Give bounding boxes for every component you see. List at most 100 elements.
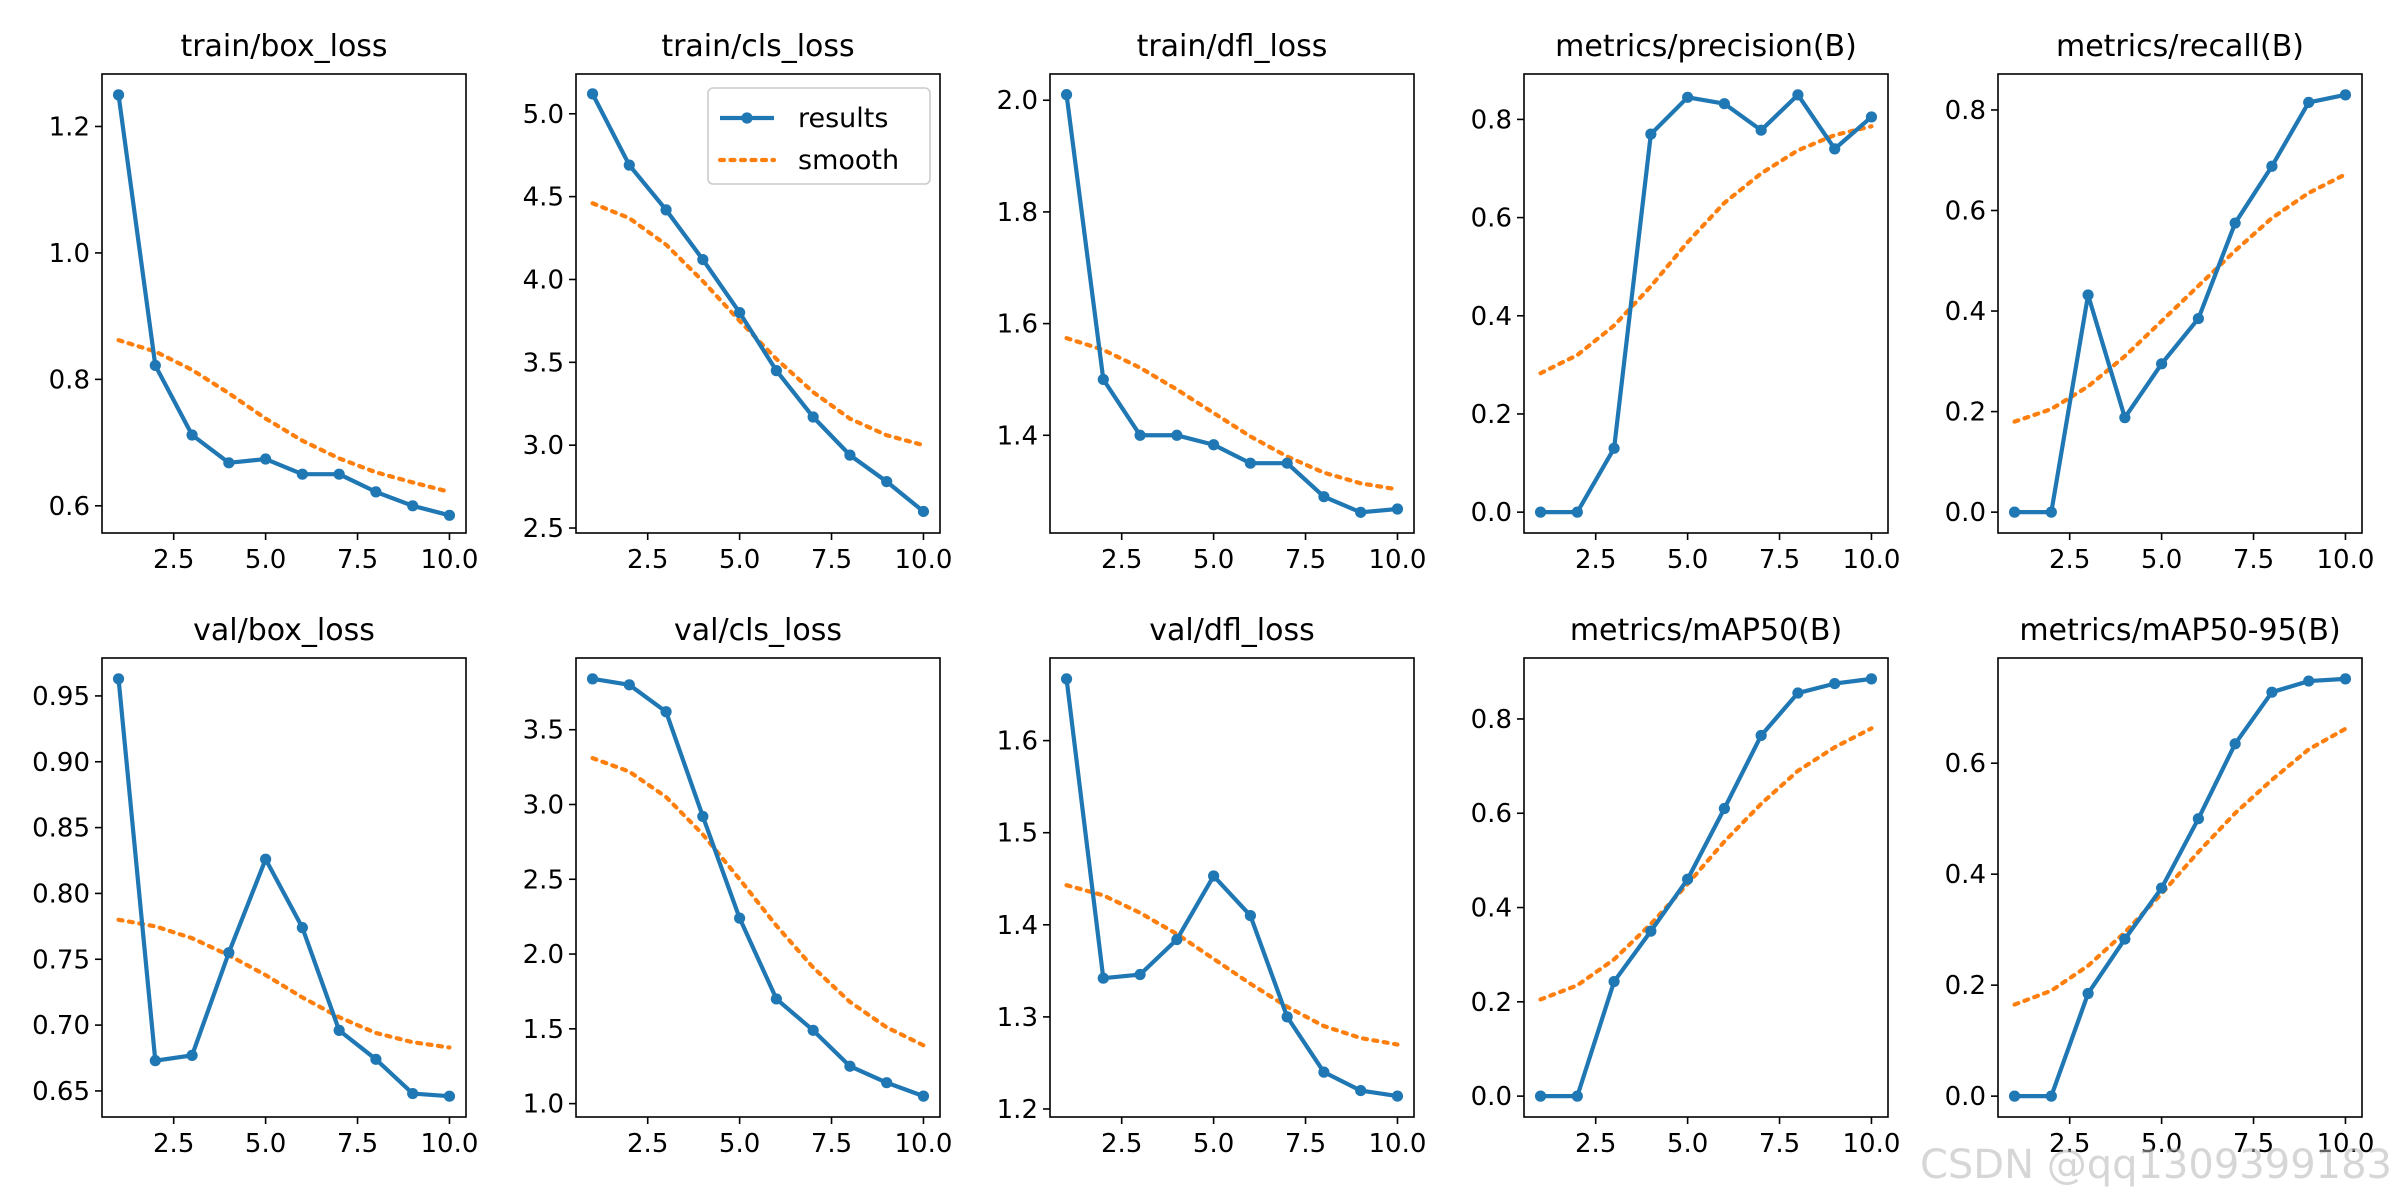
y-tick-label: 0.6	[1945, 196, 1986, 226]
results-point	[660, 706, 672, 718]
results-point	[1318, 1066, 1330, 1078]
subplot-title: metrics/mAP50(B)	[1570, 613, 1842, 648]
y-tick-label: 1.2	[49, 112, 90, 142]
y-tick-label: 0.2	[1471, 988, 1512, 1018]
results-line	[2012, 92, 2348, 515]
y-tick-label: 0.2	[1945, 398, 1986, 428]
y-tick-label: 4.0	[523, 265, 564, 295]
x-tick-label: 2.5	[1575, 1129, 1616, 1159]
x-tick-label: 2.5	[1575, 545, 1616, 575]
x-tick-label: 10.0	[421, 1129, 479, 1159]
x-tick-label: 7.5	[811, 545, 852, 575]
results-point	[2119, 933, 2131, 945]
y-tick-label: 0.8	[49, 365, 90, 395]
x-tick-label: 5.0	[719, 545, 760, 575]
subplot-9: metrics/mAP50(B) 2.5 5.0 7.5 10.0 0.0 0.2 0.4 0.…	[1471, 613, 1901, 1159]
results-line	[116, 92, 452, 518]
results-point	[443, 1090, 456, 1102]
results-point	[1571, 1090, 1583, 1102]
results-point	[660, 204, 672, 216]
results-point	[1829, 678, 1841, 690]
results-line	[590, 91, 926, 514]
y-tick-label: 2.0	[523, 940, 564, 970]
y-tick-label: 3.0	[523, 790, 564, 820]
results-point	[443, 509, 456, 521]
results-point	[1097, 972, 1109, 984]
results-point	[2008, 1090, 2021, 1102]
y-tick-label: 1.4	[997, 421, 1038, 451]
results-point	[1792, 687, 1804, 699]
results-point	[623, 679, 635, 691]
x-tick-label: 10.0	[1843, 1129, 1901, 1159]
subplot-2: train/cls_loss 2.5 5.0 7.5 10.0 2.5 3.0 3.5 4.0 4…	[523, 29, 953, 575]
results-point	[112, 673, 125, 685]
y-tick-label: 2.5	[523, 865, 564, 895]
results-point	[149, 359, 161, 372]
results-point	[807, 1024, 819, 1036]
results-point	[2229, 738, 2241, 750]
subplot-title: metrics/precision(B)	[1555, 29, 1857, 64]
x-tick-label: 10.0	[1843, 545, 1901, 575]
y-tick-label: 0.4	[1471, 894, 1512, 924]
x-tick-label: 7.5	[1285, 545, 1326, 575]
smooth-line	[1064, 336, 1400, 492]
results-point	[1718, 802, 1730, 815]
results-point	[844, 449, 856, 461]
results-point	[1718, 98, 1730, 110]
results-point	[260, 453, 272, 465]
smooth-line	[116, 338, 452, 494]
subplot-title: val/cls_loss	[674, 613, 842, 648]
results-point	[1534, 1090, 1547, 1102]
results-point	[623, 159, 635, 171]
results-point	[370, 1053, 382, 1065]
y-tick-label: 1.0	[523, 1090, 564, 1120]
results-point	[2082, 987, 2094, 1000]
x-tick-label: 7.5	[337, 545, 378, 575]
y-tick-label: 0.2	[1945, 971, 1986, 1001]
x-tick-label: 5.0	[1193, 545, 1234, 575]
y-tick-label: 0.8	[1945, 96, 1986, 126]
results-point	[917, 505, 930, 518]
x-tick-label: 10.0	[2317, 1129, 2375, 1159]
results-point	[1097, 373, 1109, 386]
results-point	[1281, 457, 1293, 469]
y-tick-label: 0.8	[1471, 705, 1512, 735]
x-tick-label: 10.0	[895, 1129, 953, 1159]
results-point	[2229, 217, 2241, 229]
x-tick-label: 2.5	[153, 545, 194, 575]
axes-frame	[1997, 73, 2363, 534]
results-point	[734, 912, 746, 924]
results-line	[1064, 676, 1400, 1099]
results-point	[333, 1024, 345, 1036]
x-tick-label: 5.0	[719, 1129, 760, 1159]
smooth-line	[2012, 726, 2348, 1007]
results-point	[1171, 933, 1183, 946]
axes-frame	[1049, 73, 1415, 534]
results-point	[1281, 1011, 1293, 1023]
results-point	[1171, 429, 1183, 441]
y-tick-label: 4.5	[523, 183, 564, 213]
legend-results-marker	[741, 112, 753, 124]
results-point	[333, 468, 345, 480]
x-tick-label: 7.5	[337, 1129, 378, 1159]
x-tick-label: 2.5	[2049, 1129, 2090, 1159]
y-tick-label: 0.70	[32, 1011, 90, 1041]
x-tick-label: 10.0	[1369, 1129, 1427, 1159]
subplot-10: metrics/mAP50-95(B) 2.5 5.0 7.5 10.0 0.0 0.2 0.…	[1945, 613, 2375, 1159]
results-point	[1391, 1090, 1404, 1102]
y-tick-label: 5.0	[523, 100, 564, 130]
results-line	[116, 676, 452, 1099]
results-point	[1355, 1084, 1367, 1097]
y-tick-label: 0.75	[32, 945, 90, 975]
x-tick-label: 2.5	[2049, 545, 2090, 575]
y-tick-label: 0.0	[1471, 1082, 1512, 1112]
results-point	[1571, 506, 1583, 518]
subplot-4: metrics/precision(B) 2.5 5.0 7.5 10.0 0.0 0.2 0…	[1471, 29, 1901, 575]
results-point	[1534, 506, 1547, 518]
y-tick-label: 1.8	[997, 198, 1038, 228]
results-point	[844, 1060, 856, 1072]
results-point	[1608, 975, 1620, 988]
results-point	[1792, 89, 1804, 101]
x-tick-label: 5.0	[1193, 1129, 1234, 1159]
y-tick-label: 2.5	[523, 514, 564, 544]
